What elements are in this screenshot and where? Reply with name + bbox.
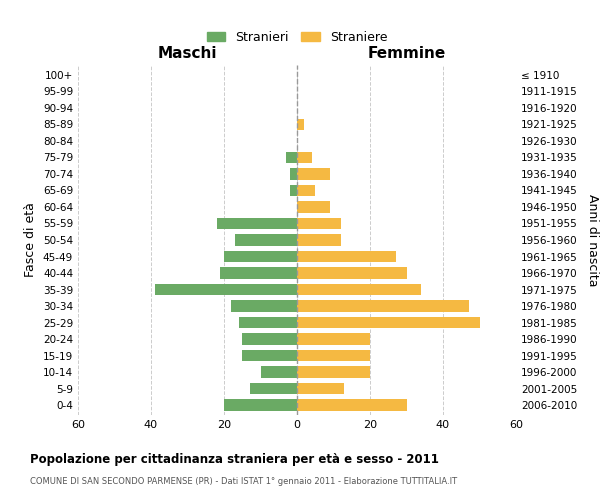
Bar	[235, 234, 297, 246]
Bar	[290, 184, 297, 196]
Bar	[297, 350, 370, 362]
Bar	[297, 152, 311, 163]
Text: Femmine: Femmine	[367, 46, 446, 61]
Bar	[217, 218, 297, 230]
Bar	[297, 366, 370, 378]
Y-axis label: Anni di nascita: Anni di nascita	[586, 194, 599, 286]
Text: COMUNE DI SAN SECONDO PARMENSE (PR) - Dati ISTAT 1° gennaio 2011 - Elaborazione : COMUNE DI SAN SECONDO PARMENSE (PR) - Da…	[30, 478, 457, 486]
Bar	[155, 284, 297, 296]
Bar	[297, 383, 344, 394]
Bar	[220, 267, 297, 279]
Bar	[250, 383, 297, 394]
Bar	[242, 350, 297, 362]
Bar	[224, 250, 297, 262]
Text: Popolazione per cittadinanza straniera per età e sesso - 2011: Popolazione per cittadinanza straniera p…	[30, 452, 439, 466]
Bar	[297, 201, 330, 213]
Bar	[290, 168, 297, 179]
Bar	[297, 168, 330, 179]
Bar	[297, 334, 370, 345]
Bar	[286, 152, 297, 163]
Y-axis label: Fasce di età: Fasce di età	[25, 202, 37, 278]
Bar	[239, 317, 297, 328]
Bar	[297, 118, 304, 130]
Bar	[224, 400, 297, 411]
Bar	[297, 284, 421, 296]
Bar	[297, 317, 479, 328]
Legend: Stranieri, Straniere: Stranieri, Straniere	[202, 26, 392, 49]
Bar	[297, 184, 315, 196]
Bar	[297, 400, 407, 411]
Bar	[297, 250, 395, 262]
Bar	[297, 218, 341, 230]
Bar	[260, 366, 297, 378]
Bar	[242, 334, 297, 345]
Bar	[297, 267, 407, 279]
Bar	[297, 234, 341, 246]
Bar	[232, 300, 297, 312]
Text: Maschi: Maschi	[158, 46, 217, 61]
Bar	[297, 300, 469, 312]
